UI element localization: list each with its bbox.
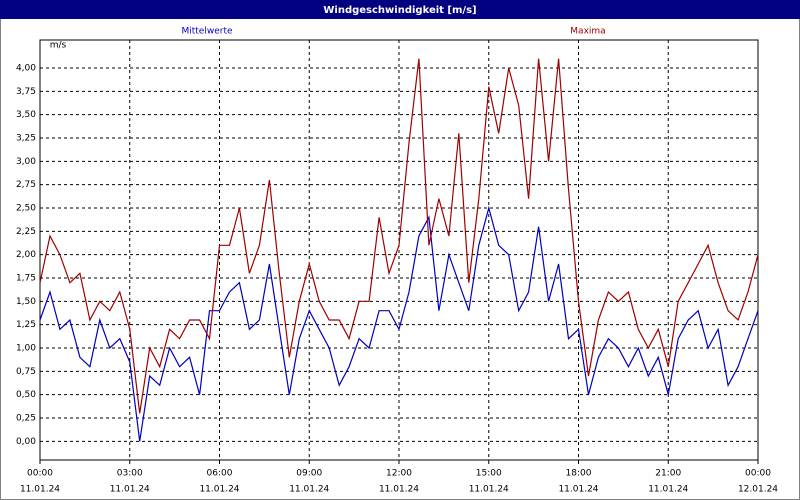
title-bar	[0, 0, 800, 19]
y-tick-label: 1,75	[16, 274, 36, 284]
x-tick-label: 12:00	[386, 469, 412, 479]
series-line	[39, 58, 759, 414]
legend-entry: Maxima	[570, 27, 605, 37]
x-tick-label: 11.01.24	[20, 485, 60, 495]
x-tick-label: 21:00	[655, 469, 681, 479]
y-tick-label: 0,75	[16, 367, 36, 377]
y-tick-label: 3,00	[16, 157, 36, 167]
y-tick-label: 1,50	[16, 297, 36, 307]
y-tick-label: 0,00	[16, 437, 36, 447]
series-line	[39, 205, 759, 442]
y-tick-label: 2,50	[16, 204, 36, 214]
x-tick-label: 09:00	[296, 469, 322, 479]
x-tick-label: 06:00	[207, 469, 233, 479]
x-tick-label: 11.01.24	[558, 485, 598, 495]
x-tick-label: 12.01.24	[738, 485, 778, 495]
plot-frame	[39, 39, 759, 461]
y-tick-label: 2,75	[16, 180, 36, 190]
legend-entry: Mittelwerte	[181, 27, 232, 37]
y-tick-label: 0,50	[16, 390, 36, 400]
y-tick-label: 1,25	[16, 320, 36, 330]
y-tick-label: 2,00	[16, 250, 36, 260]
x-tick-label: 00:00	[745, 469, 771, 479]
y-tick-label: 3,75	[16, 87, 36, 97]
x-tick-label: 11.01.24	[199, 485, 239, 495]
x-tick-label: 11.01.24	[379, 485, 419, 495]
x-tick-label: 11.01.24	[469, 485, 509, 495]
y-axis-label: m/s	[50, 41, 67, 51]
x-tick-label: 03:00	[117, 469, 143, 479]
chart-title: Windgeschwindigkeit [m/s]	[323, 5, 476, 16]
y-tick-label: 3,50	[16, 110, 36, 120]
x-tick-label: 00:00	[27, 469, 53, 479]
x-tick-label: 11.01.24	[289, 485, 329, 495]
y-tick-label: 0,25	[16, 414, 36, 424]
x-tick-label: 11.01.24	[648, 485, 688, 495]
y-tick-label: 1,00	[16, 344, 36, 354]
y-tick-label: 2,25	[16, 227, 36, 237]
x-tick-label: 11.01.24	[110, 485, 150, 495]
x-tick-label: 18:00	[566, 469, 592, 479]
y-tick-label: 4,00	[16, 64, 36, 74]
y-tick-label: 3,25	[16, 134, 36, 144]
x-tick-label: 15:00	[476, 469, 502, 479]
